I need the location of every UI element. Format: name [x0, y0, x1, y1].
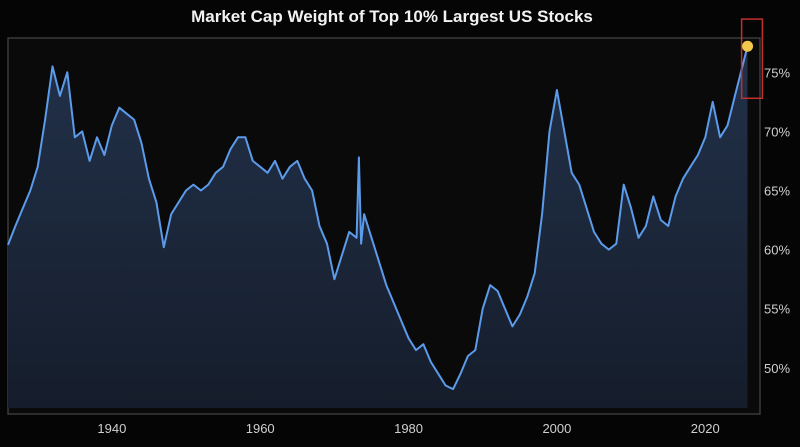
chart-title: Market Cap Weight of Top 10% Largest US … [191, 7, 593, 26]
area-fill [8, 46, 748, 409]
series-line [7, 46, 749, 391]
latest-value-marker [742, 40, 754, 52]
x-tick-label: 2000 [542, 421, 571, 436]
y-tick-label: 70% [764, 124, 790, 139]
x-tick-label: 2020 [691, 421, 720, 436]
x-tick-label: 1940 [97, 421, 126, 436]
y-tick-label: 60% [764, 243, 790, 258]
x-tick-label: 1960 [246, 421, 275, 436]
y-tick-label: 50% [764, 361, 790, 376]
y-tick-label: 75% [764, 65, 790, 80]
x-tick-label: 1980 [394, 421, 423, 436]
y-tick-label: 65% [764, 183, 790, 198]
highlight-box [740, 18, 764, 100]
y-tick-label: 55% [764, 302, 790, 317]
